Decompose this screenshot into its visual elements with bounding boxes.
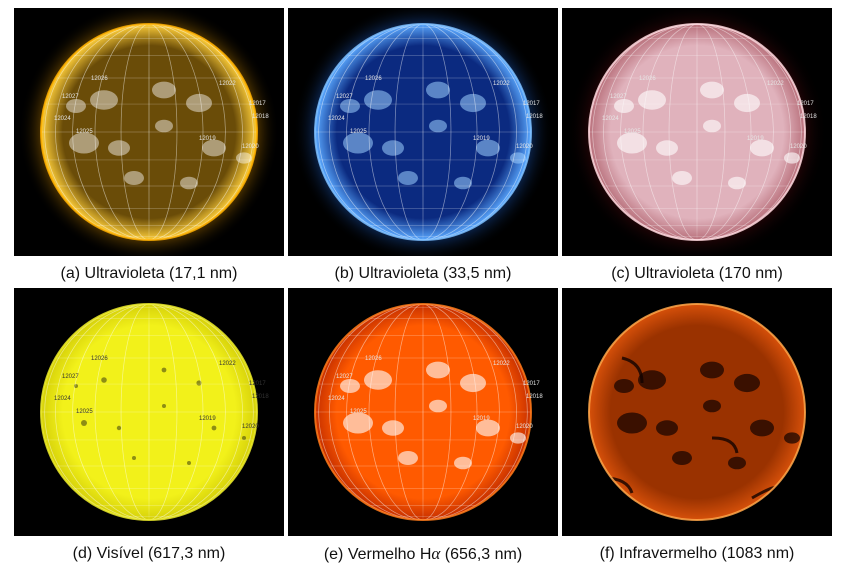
heliographic-grid bbox=[41, 304, 257, 520]
caption-e-prefix: (e) Vermelho H bbox=[323, 546, 432, 563]
active-region-label: 12018 bbox=[252, 114, 269, 120]
caption-e-suffix: (656,3 nm) bbox=[440, 546, 523, 563]
active-regions bbox=[340, 81, 526, 190]
solar-disk bbox=[41, 24, 257, 240]
limb bbox=[588, 303, 806, 521]
active-region-label: 12025 bbox=[76, 409, 93, 415]
caption-e: (e) Vermelho Hα (656,3 nm) bbox=[288, 540, 558, 568]
active-region-label: 12022 bbox=[493, 361, 510, 367]
panel-d: 12022 12026 12027 12017 12018 12024 12025 12019… bbox=[14, 288, 284, 571]
active-region-label: 12024 bbox=[54, 396, 71, 402]
active-region-label: 12017 bbox=[797, 101, 814, 107]
solar-disk bbox=[589, 24, 805, 240]
active-region-label: 12022 bbox=[767, 81, 784, 87]
limb bbox=[314, 23, 532, 241]
active-regions bbox=[340, 361, 526, 470]
active-region-label: 12020 bbox=[790, 144, 807, 150]
active-region-label: 12018 bbox=[800, 114, 817, 120]
sun-disk-svg: 12022 12026 12027 12017 12018 12024 12025 12019… bbox=[19, 8, 279, 256]
limb bbox=[40, 303, 258, 521]
sun-image-h-alpha: 12022 12026 12027 12017 12018 12024 12025 12019… bbox=[288, 288, 558, 536]
active-region-label: 12027 bbox=[336, 374, 353, 380]
active-regions bbox=[614, 81, 800, 190]
solar-disk bbox=[589, 304, 805, 520]
sun-image-uv-335: 12022 12026 12027 12017 12018 12024 12025 12019… bbox=[288, 8, 558, 256]
active-region-label: 12024 bbox=[328, 396, 345, 402]
caption-f: (f) Infravermelho (1083 nm) bbox=[599, 545, 795, 562]
panel-c: 12022 12026 12027 12017 12018 12024 12025 12019… bbox=[562, 8, 832, 291]
active-region-label: 12025 bbox=[624, 129, 641, 135]
active-region-label: 12020 bbox=[516, 144, 533, 150]
heliographic-grid bbox=[315, 304, 531, 520]
active-region-label: 12019 bbox=[747, 136, 764, 142]
caption-d: (d) Visível (617,3 nm) bbox=[72, 545, 226, 562]
limb bbox=[40, 23, 258, 241]
panel-e: 12022 12026 12027 12017 12018 12024 12025 12019… bbox=[288, 288, 558, 571]
heliographic-grid bbox=[41, 24, 257, 240]
limb bbox=[314, 303, 532, 521]
caption-b: (b) Ultravioleta (33,5 nm) bbox=[334, 265, 512, 282]
active-regions bbox=[601, 356, 800, 500]
sun-image-infrared bbox=[562, 288, 832, 536]
active-region-label: 12024 bbox=[602, 116, 619, 122]
active-region-label: 12019 bbox=[473, 136, 490, 142]
active-region-label: 12019 bbox=[199, 416, 216, 422]
active-region-label: 12020 bbox=[242, 144, 259, 150]
sun-disk-svg: 12022 12026 12027 12017 12018 12024 12025 12019… bbox=[293, 8, 553, 256]
sun-disk-svg bbox=[567, 288, 827, 536]
sun-image-visible: 12022 12026 12027 12017 12018 12024 12025 12019… bbox=[14, 288, 284, 536]
active-region-label: 12026 bbox=[639, 76, 656, 82]
active-region-label: 12026 bbox=[365, 356, 382, 362]
active-region-label: 12019 bbox=[473, 416, 490, 422]
heliographic-grid bbox=[589, 24, 805, 240]
sun-disk-svg: 12022 12026 12027 12017 12018 12024 12025 12019… bbox=[567, 8, 827, 256]
active-region-label: 12027 bbox=[610, 94, 627, 100]
solar-disk bbox=[315, 304, 531, 520]
panel-b: 12022 12026 12027 12017 12018 12024 12025 12019… bbox=[288, 8, 558, 291]
sun-disk-svg: 12022 12026 12027 12017 12018 12024 12025 12019… bbox=[293, 288, 553, 536]
sun-image-uv-170: 12022 12026 12027 12017 12018 12024 12025 12019… bbox=[562, 8, 832, 256]
active-region-label: 12022 bbox=[219, 81, 236, 87]
sun-disk-svg: 12022 12026 12027 12017 12018 12024 12025 12019… bbox=[19, 288, 279, 536]
active-region-label: 12019 bbox=[199, 136, 216, 142]
heliographic-grid bbox=[315, 24, 531, 240]
active-region-label: 12024 bbox=[54, 116, 71, 122]
limb bbox=[588, 23, 806, 241]
active-region-label: 12020 bbox=[242, 424, 259, 430]
active-region-label: 12026 bbox=[91, 356, 108, 362]
active-region-label: 12027 bbox=[336, 94, 353, 100]
panel-a: 12022 12026 12027 12017 12018 12024 12025 12019… bbox=[14, 8, 284, 291]
active-region-label: 12022 bbox=[219, 361, 236, 367]
active-region-label: 12018 bbox=[526, 114, 543, 120]
panel-f: (f) Infravermelho (1083 nm) bbox=[562, 288, 832, 571]
active-region-label: 12017 bbox=[523, 381, 540, 387]
active-region-label: 12024 bbox=[328, 116, 345, 122]
active-region-label: 12017 bbox=[249, 101, 266, 107]
sun-image-uv-171: 12022 12026 12027 12017 12018 12024 12025 12019… bbox=[14, 8, 284, 256]
caption-a: (a) Ultravioleta (17,1 nm) bbox=[60, 265, 238, 282]
active-region-label: 12025 bbox=[350, 409, 367, 415]
active-region-label: 12018 bbox=[526, 394, 543, 400]
active-region-label: 12018 bbox=[252, 394, 269, 400]
active-region-label: 12027 bbox=[62, 94, 79, 100]
caption-e-alpha-symbol: α bbox=[431, 544, 441, 563]
solar-disk bbox=[315, 24, 531, 240]
active-region-label: 12026 bbox=[365, 76, 382, 82]
solar-disk bbox=[41, 304, 257, 520]
active-region-label: 12027 bbox=[62, 374, 79, 380]
active-region-label: 12020 bbox=[516, 424, 533, 430]
active-region-label: 12017 bbox=[249, 381, 266, 387]
active-region-label: 12022 bbox=[493, 81, 510, 87]
active-region-label: 12026 bbox=[91, 76, 108, 82]
active-region-label: 12017 bbox=[523, 101, 540, 107]
active-region-label: 12025 bbox=[350, 129, 367, 135]
active-region-label: 12025 bbox=[76, 129, 93, 135]
active-regions bbox=[66, 81, 252, 190]
active-regions bbox=[74, 367, 246, 465]
caption-c: (c) Ultravioleta (170 nm) bbox=[611, 265, 783, 282]
